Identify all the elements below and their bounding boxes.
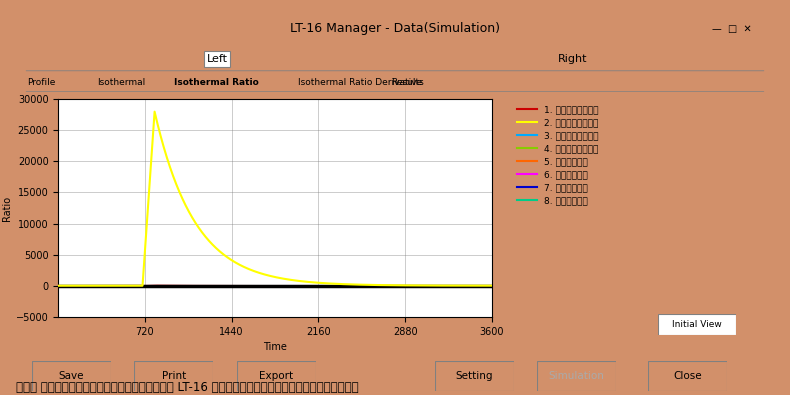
Text: Save: Save (58, 371, 84, 381)
Text: Profile: Profile (27, 78, 55, 87)
Text: Results: Results (391, 78, 424, 87)
Text: —  □  ✕: — □ ✕ (712, 24, 751, 34)
Text: Right: Right (559, 54, 588, 64)
Text: Close: Close (673, 371, 702, 381)
Text: Isothermal Ratio Derivative: Isothermal Ratio Derivative (299, 78, 423, 87)
X-axis label: Time: Time (263, 342, 287, 352)
Text: Isothermal: Isothermal (97, 78, 145, 87)
Y-axis label: Ratio: Ratio (2, 196, 12, 220)
Text: Initial View: Initial View (672, 320, 722, 329)
Text: Isothermal Ratio: Isothermal Ratio (175, 78, 259, 87)
Text: Left: Left (206, 54, 228, 64)
Text: Simulation: Simulation (549, 371, 604, 381)
Text: LT-16 Manager - Data(Simulation): LT-16 Manager - Data(Simulation) (290, 22, 500, 35)
Text: Print: Print (162, 371, 186, 381)
Legend: 1. 陽性コントロール, 2. 陽性コントロール, 3. 陰性コントロール, 4. 陰性コントロール, 5. サンプルなし, 6. サンプルなし, 7. サンプ: 1. 陽性コントロール, 2. 陽性コントロール, 3. 陰性コントロール, 4… (514, 102, 603, 209)
Text: Export: Export (259, 371, 294, 381)
Text: Setting: Setting (455, 371, 493, 381)
Text: 図１： 本品を用いたエンドポイント濁度測定装置 LT-16 での濁度測定結果（陽性コントロールの検出）: 図１： 本品を用いたエンドポイント濁度測定装置 LT-16 での濁度測定結果（陽… (16, 381, 359, 394)
